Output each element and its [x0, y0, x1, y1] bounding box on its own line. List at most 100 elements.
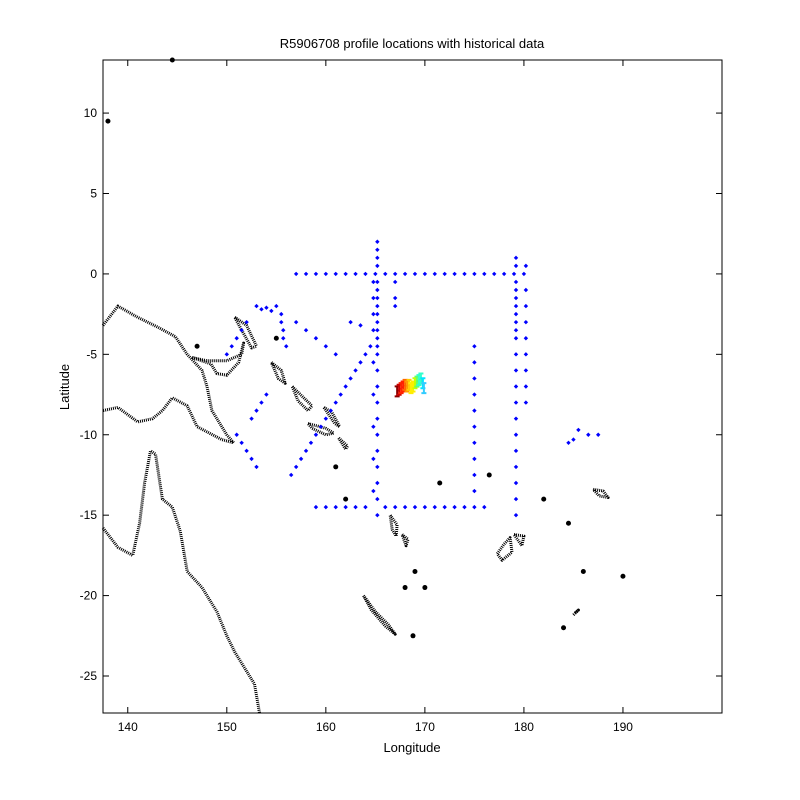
historical-profile-point — [472, 504, 477, 510]
historical-profile-point — [353, 368, 358, 373]
historical-profile-point — [264, 305, 269, 310]
historical-profile-point — [303, 271, 309, 277]
historical-profile-point — [482, 271, 487, 277]
historical-profile-point — [375, 344, 380, 349]
island-marker — [410, 633, 416, 639]
historical-profile-point — [452, 504, 457, 510]
historical-profile-point — [375, 464, 380, 470]
coastline — [337, 436, 350, 451]
historical-profile-point — [472, 440, 477, 445]
historical-profile-point — [472, 360, 477, 365]
x-tick-label: 170 — [415, 720, 435, 734]
coastline — [290, 385, 314, 413]
historical-profile-point — [371, 360, 376, 365]
float-profile-point — [421, 382, 427, 395]
x-axis-ticks: 140 150 160 170 180 190 — [118, 60, 633, 734]
historical-profile-point — [513, 368, 519, 373]
historical-profile-point — [392, 279, 398, 285]
historical-profile-point — [239, 328, 244, 333]
historical-profile-point — [513, 400, 519, 405]
historical-profile-point — [442, 504, 447, 510]
historical-profile-point — [375, 352, 380, 357]
historical-profile-point — [323, 271, 329, 277]
island-marker — [620, 573, 626, 579]
y-axis-label: Latitude — [57, 364, 72, 410]
historical-profile-point — [371, 456, 376, 462]
historical-profile-point — [412, 504, 418, 510]
x-tick-label: 140 — [118, 720, 138, 734]
coastline — [572, 608, 580, 616]
historical-profile-point — [371, 488, 376, 494]
historical-profile-point — [472, 424, 477, 429]
coastline-layer — [101, 57, 626, 714]
x-tick-label: 190 — [613, 720, 633, 734]
historical-profile-point — [254, 464, 259, 470]
historical-profile-point — [513, 263, 519, 269]
historical-profile-point — [576, 427, 581, 433]
historical-profile-point — [513, 432, 519, 437]
historical-profile-point — [375, 287, 380, 293]
historical-profile-point — [303, 328, 309, 333]
historical-profile-point — [288, 472, 294, 478]
historical-profile-point — [375, 496, 380, 502]
coastline — [400, 533, 410, 548]
historical-profile-point — [239, 440, 244, 445]
historical-profile-point — [375, 384, 380, 389]
historical-profile-point — [313, 336, 319, 341]
historical-profile-point — [513, 352, 519, 357]
island-marker — [412, 568, 418, 574]
historical-profile-point — [353, 504, 358, 510]
historical-profile-point — [318, 424, 324, 429]
historical-profile-point — [234, 336, 239, 341]
historical-profile-point — [375, 512, 380, 518]
historical-profile-point — [303, 448, 309, 454]
historical-profile-point — [452, 271, 457, 277]
y-tick-label: 5 — [90, 186, 97, 200]
historical-profile-point — [392, 504, 398, 510]
historical-profile-point — [523, 368, 529, 373]
island-marker — [343, 496, 349, 502]
historical-profile-point — [511, 271, 517, 277]
historical-profile-point — [513, 496, 519, 502]
coastline — [101, 449, 261, 714]
historical-profile-point — [234, 432, 239, 437]
y-tick-label: -25 — [80, 669, 98, 683]
historical-profile-point — [442, 271, 447, 277]
historical-profile-point — [375, 432, 380, 437]
historical-profile-point — [513, 255, 519, 261]
historical-points-layer — [224, 239, 601, 518]
historical-profile-point — [383, 271, 388, 277]
island-marker — [561, 625, 567, 631]
historical-profile-point — [328, 408, 333, 413]
historical-profile-point — [348, 376, 353, 381]
historical-profile-point — [254, 303, 259, 309]
historical-profile-point — [472, 408, 477, 413]
historical-profile-point — [523, 319, 529, 325]
historical-profile-point — [375, 279, 380, 285]
historical-profile-point — [523, 263, 529, 269]
x-tick-label: 180 — [514, 720, 534, 734]
historical-profile-point — [402, 504, 408, 510]
historical-profile-point — [513, 448, 519, 454]
historical-profile-point — [244, 448, 249, 454]
float-track-layer — [394, 372, 427, 398]
island-marker — [486, 472, 492, 478]
historical-profile-point — [492, 271, 497, 277]
historical-profile-point — [571, 437, 576, 442]
historical-profile-point — [343, 504, 348, 510]
historical-profile-point — [293, 319, 299, 325]
historical-profile-point — [348, 319, 353, 325]
historical-profile-point — [264, 392, 269, 397]
coastline — [362, 594, 397, 636]
y-tick-label: -20 — [80, 589, 98, 603]
coastline — [270, 361, 287, 385]
historical-profile-point — [281, 328, 286, 333]
historical-profile-point — [422, 504, 428, 510]
y-tick-label: 10 — [84, 106, 98, 120]
historical-profile-point — [392, 303, 398, 309]
historical-profile-point — [513, 336, 519, 341]
historical-profile-point — [513, 328, 519, 333]
historical-profile-point — [371, 279, 376, 285]
historical-profile-point — [412, 271, 418, 277]
